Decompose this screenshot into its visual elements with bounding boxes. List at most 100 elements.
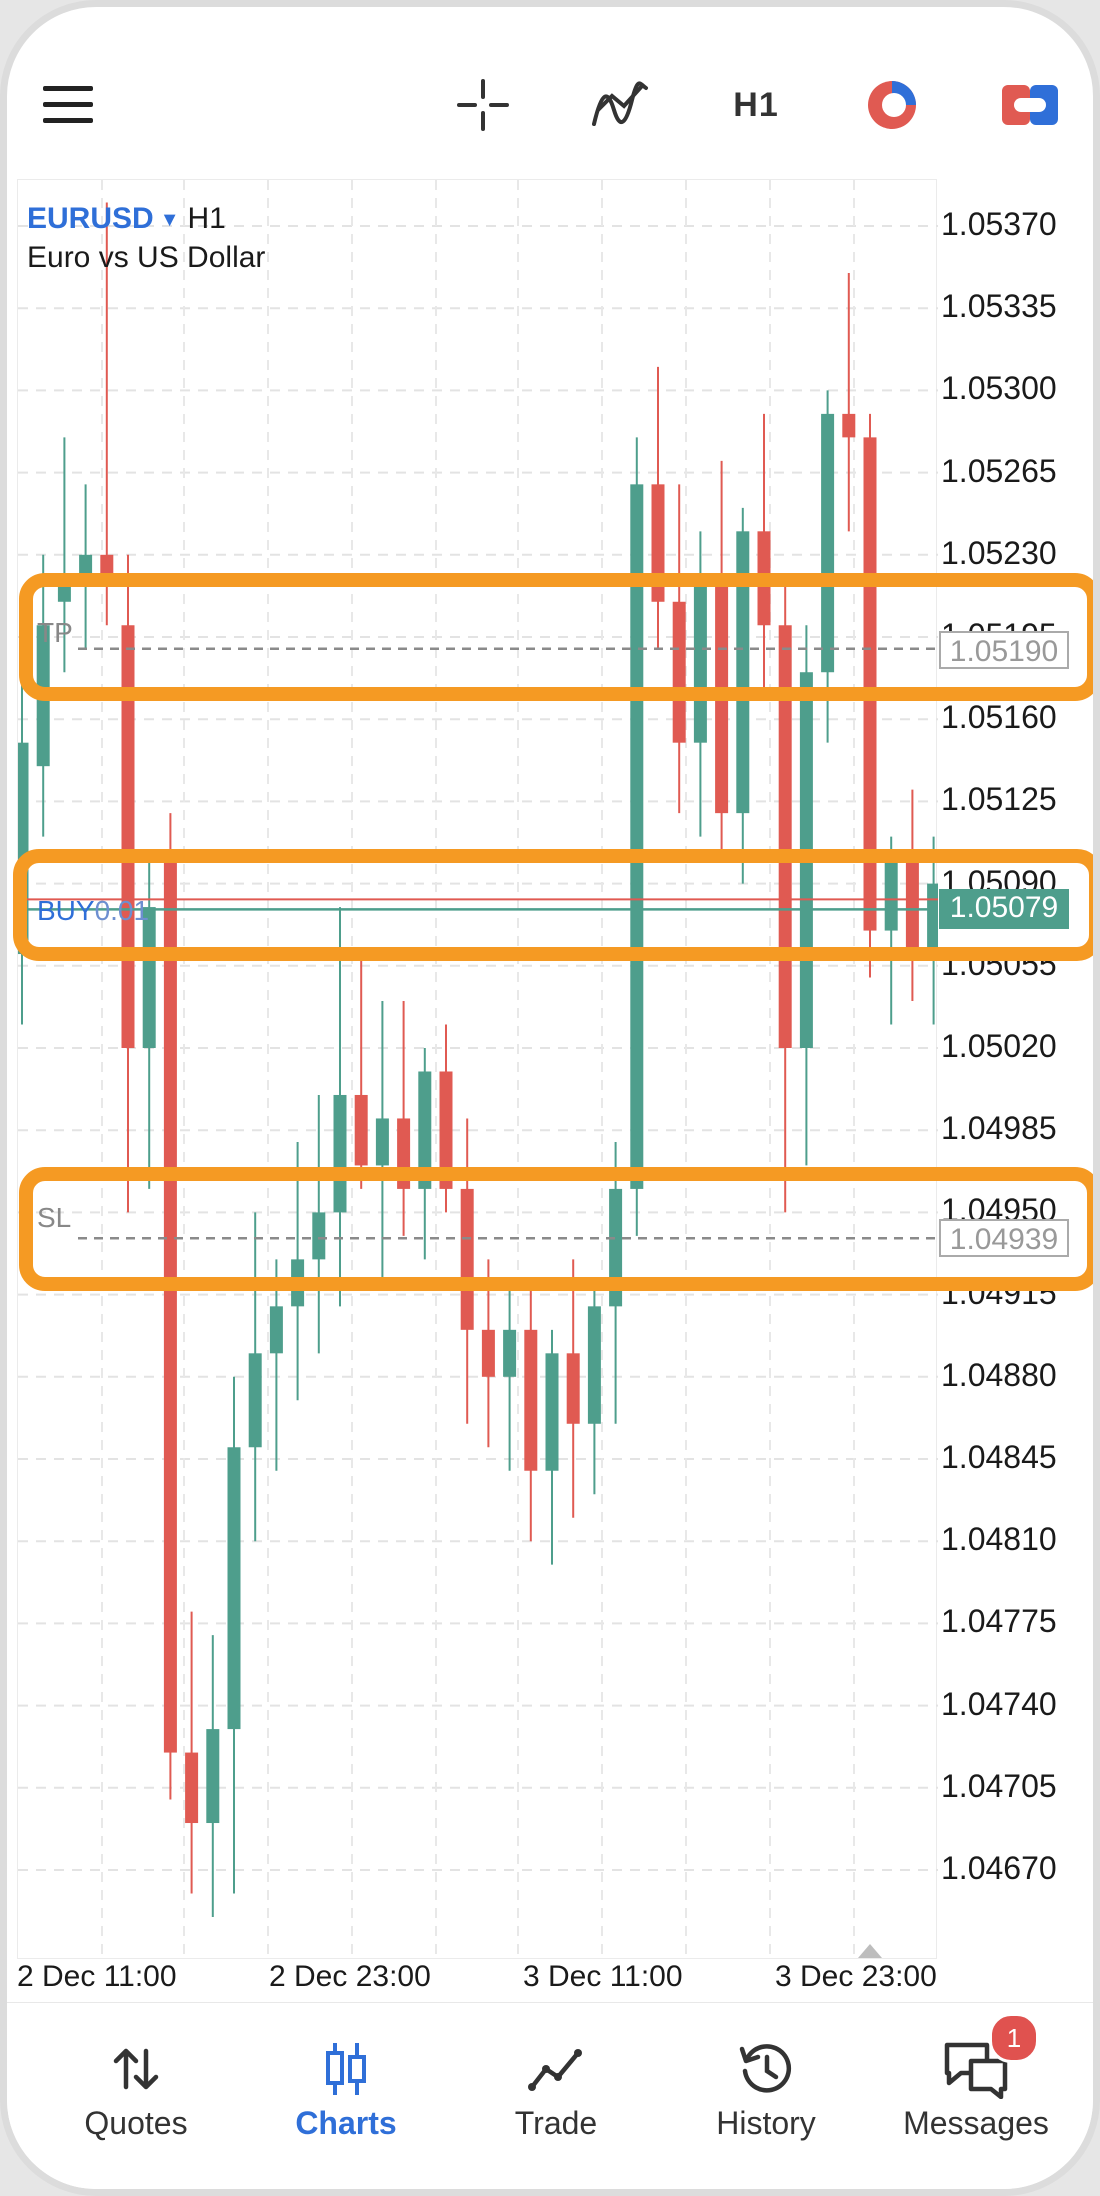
price-axis-label: 1.05020	[941, 1028, 1057, 1064]
messages-badge: 1	[989, 2013, 1039, 2063]
candle-body	[57, 578, 71, 602]
candle-body	[545, 1353, 559, 1471]
candle-body	[333, 1094, 347, 1213]
candle-body	[524, 1329, 538, 1471]
symbol-name[interactable]: EURUSD	[27, 202, 154, 235]
candle-body	[418, 1071, 432, 1189]
candle-body	[439, 1071, 453, 1189]
chart-area[interactable]	[17, 179, 938, 1960]
nav-charts[interactable]: Charts	[241, 2003, 451, 2173]
price-axis-label: 1.05300	[941, 370, 1057, 407]
candle-body	[142, 907, 156, 1048]
timeframe-button[interactable]: H1	[723, 77, 789, 133]
candle-body	[269, 1306, 283, 1354]
price-axis-label: 1.05370	[941, 206, 1057, 242]
symbol-timeframe: H1	[187, 202, 226, 235]
sl-price-tag[interactable]: 1.04939	[939, 1219, 1069, 1257]
candle-body	[248, 1353, 262, 1448]
candle-body	[715, 578, 729, 814]
quotes-arrows-icon	[113, 2048, 159, 2090]
price-axis-label: 1.05055	[941, 945, 1057, 982]
candle-body	[693, 578, 707, 743]
price-axis-label: 1.05230	[941, 534, 1057, 571]
menu-button[interactable]	[35, 77, 101, 133]
history-clock-icon	[739, 2044, 792, 2093]
price-axis-label: 1.05265	[941, 452, 1057, 489]
candle-body	[185, 1752, 199, 1824]
chart-canvas[interactable]	[18, 180, 938, 1960]
candle-body	[460, 1188, 474, 1330]
crosshair-button[interactable]	[453, 77, 513, 133]
symbol-description: Euro vs US Dollar	[27, 241, 266, 274]
crosshair-icon	[457, 79, 509, 131]
candle-body	[566, 1353, 580, 1424]
candle-body	[651, 484, 665, 602]
candle-body	[163, 860, 177, 1753]
candle-body	[672, 601, 686, 743]
buy-line-label[interactable]: BUY0.01	[37, 895, 149, 927]
price-axis-label: 1.04915	[941, 1274, 1057, 1311]
trade-toggle-icon	[1002, 85, 1058, 125]
candle-body	[757, 531, 771, 626]
symbol-header[interactable]: EURUSD ▼ H1	[27, 202, 226, 236]
charts-candles-icon	[326, 2043, 366, 2095]
nav-quotes-label: Quotes	[84, 2105, 188, 2141]
price-axis-label: 1.04880	[941, 1356, 1057, 1393]
time-axis-label: 2 Dec 23:00	[269, 1960, 431, 1993]
candle-body	[375, 1118, 389, 1166]
candle-body	[927, 883, 938, 955]
candle-body	[863, 437, 877, 931]
bottom-navigation: Quotes Charts Trade	[7, 2002, 1093, 2189]
candle-body	[206, 1729, 220, 1824]
nav-messages[interactable]: Messages 1	[871, 2003, 1081, 2173]
nav-messages-label: Messages	[903, 2105, 1049, 2141]
price-axis-label: 1.04775	[941, 1603, 1057, 1640]
sl-line-label[interactable]: SL	[37, 1202, 72, 1233]
candle-body	[630, 484, 644, 1189]
tp-line-label[interactable]: TP	[37, 617, 73, 648]
buy-volume-label: 0.01	[94, 895, 150, 926]
candle-body	[354, 1094, 368, 1166]
price-axis-label: 1.04740	[941, 1685, 1057, 1722]
price-axis-label: 1.05125	[941, 781, 1057, 818]
candle-body	[79, 554, 93, 579]
candle-body	[842, 413, 856, 438]
symbol-dropdown-icon[interactable]: ▼	[159, 208, 180, 231]
objects-button[interactable]	[859, 77, 925, 133]
candle-body	[397, 1118, 411, 1189]
candle-body	[18, 742, 29, 955]
nav-quotes[interactable]: Quotes	[31, 2003, 241, 2173]
candle-body	[481, 1329, 495, 1377]
nav-charts-label: Charts	[295, 2105, 397, 2141]
nav-trade-label: Trade	[514, 2105, 598, 2141]
nav-history[interactable]: History	[661, 2003, 871, 2173]
candle-body	[821, 413, 835, 673]
price-axis-label: 1.04985	[941, 1110, 1057, 1147]
candle-body	[312, 1212, 326, 1260]
tp-price-tag[interactable]: 1.05190	[939, 631, 1069, 669]
time-axis-label: 3 Dec 11:00	[523, 1960, 683, 1993]
price-axis-label: 1.05335	[941, 288, 1057, 325]
candle-body	[587, 1306, 601, 1424]
buy-price-tag[interactable]: 1.05079	[939, 889, 1069, 929]
price-axis-label: 1.04845	[941, 1439, 1057, 1475]
hamburger-menu-icon	[43, 86, 93, 123]
indicators-button[interactable]	[587, 77, 653, 133]
candle-body	[121, 625, 135, 1048]
trade-toggle-button[interactable]	[997, 77, 1063, 133]
candle-body	[100, 554, 114, 579]
objects-icon	[868, 81, 916, 129]
candle-body	[291, 1259, 305, 1307]
nav-trade[interactable]: Trade	[451, 2003, 661, 2173]
timeframe-label: H1	[733, 85, 779, 124]
price-axis-label: 1.04670	[941, 1850, 1057, 1886]
candle-body	[609, 1188, 623, 1307]
messages-chat-icon	[944, 2042, 1008, 2099]
price-axis-label: 1.04705	[941, 1767, 1057, 1804]
time-axis-label: 2 Dec 11:00	[17, 1960, 177, 1993]
time-axis-label: 3 Dec 23:00	[775, 1960, 937, 1993]
candle-body	[778, 625, 792, 1048]
trade-line-icon	[528, 2049, 582, 2091]
candle-body	[799, 672, 813, 1048]
